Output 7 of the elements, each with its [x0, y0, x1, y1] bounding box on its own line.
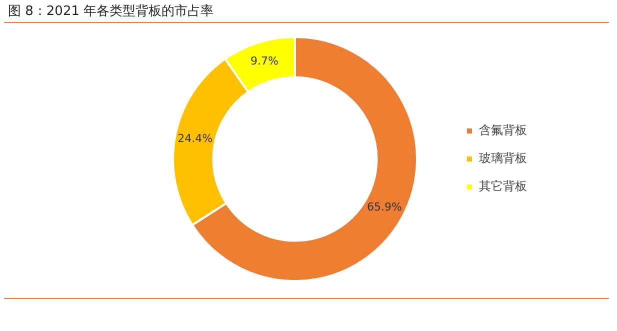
data-label: 9.7%	[250, 54, 278, 68]
legend-label: 其它背板	[479, 179, 527, 194]
legend-label: 含氟背板	[479, 123, 527, 138]
legend-label: 玻璃背板	[479, 151, 527, 166]
data-label: 65.9%	[366, 200, 402, 214]
chart-title: 图 8：2021 年各类型背板的市占率	[8, 3, 214, 20]
data-label: 24.4%	[178, 132, 213, 146]
